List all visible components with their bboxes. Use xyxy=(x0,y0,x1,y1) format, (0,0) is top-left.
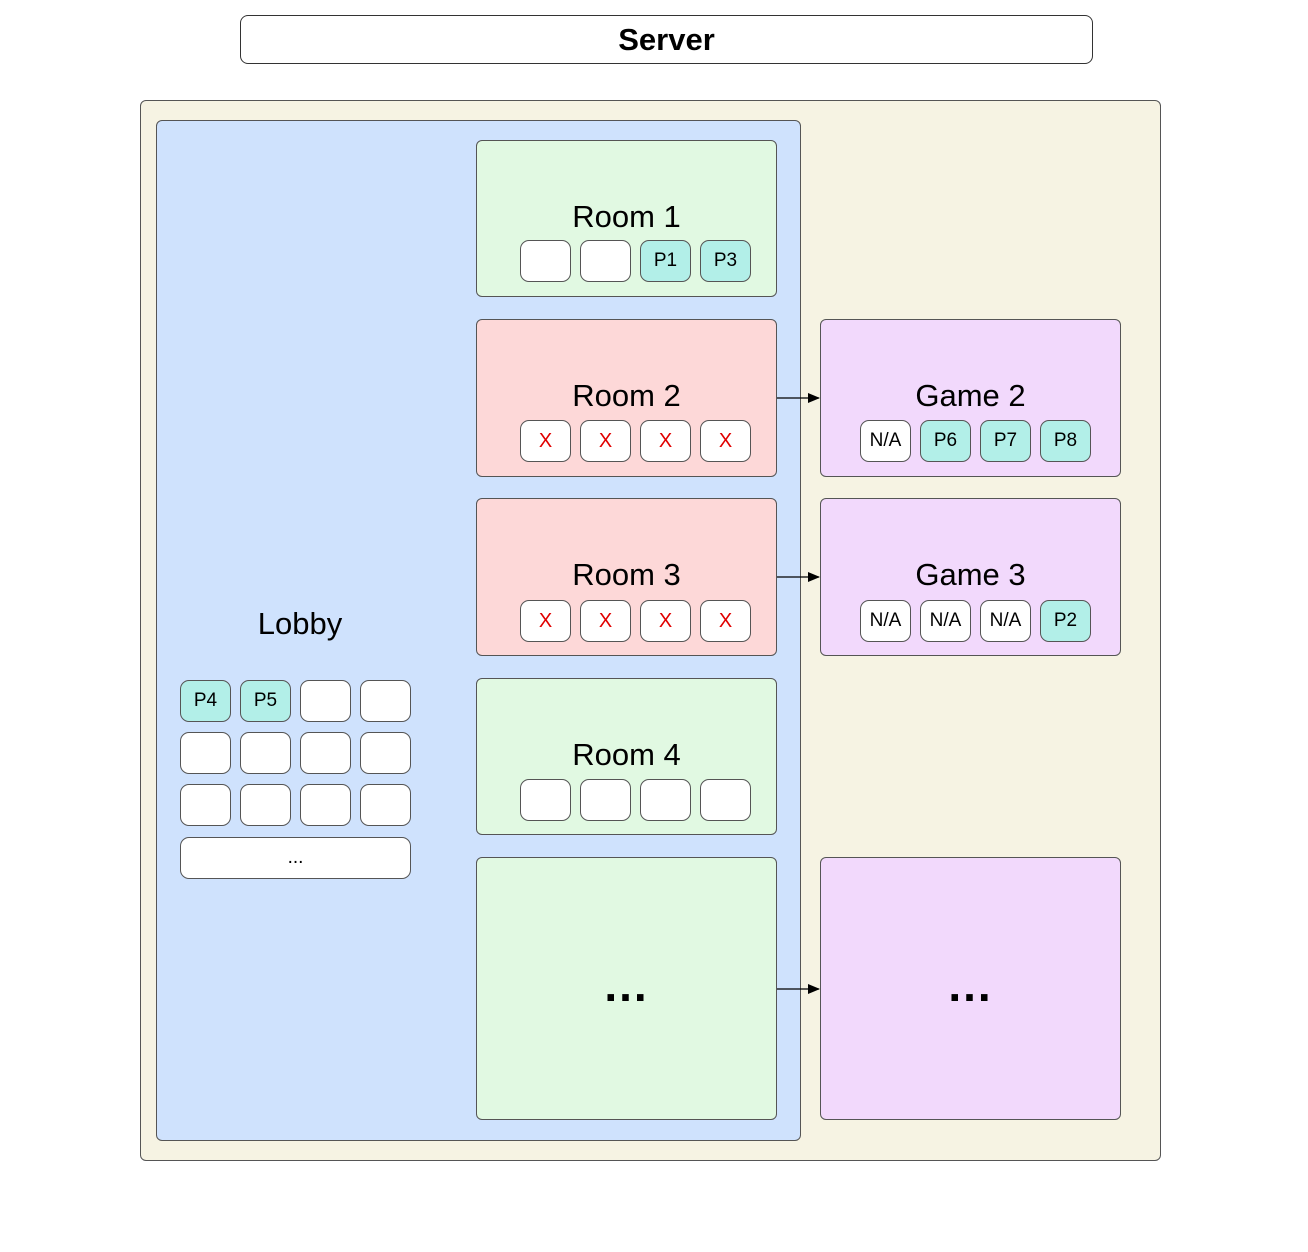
lobby-slot xyxy=(240,732,291,774)
room-slot: X xyxy=(580,600,631,642)
lobby-slot: P5 xyxy=(240,680,291,722)
room-slot xyxy=(520,779,571,821)
lobby-slot xyxy=(360,680,411,722)
lobby-slot xyxy=(300,784,351,826)
room-label: Room 3 xyxy=(572,557,681,592)
room-slot xyxy=(580,779,631,821)
lobby-slot xyxy=(360,784,411,826)
game-label: Game 2 xyxy=(915,378,1026,413)
room-more: ... xyxy=(476,857,777,1120)
room-label: Room 4 xyxy=(572,737,681,772)
lobby-slot xyxy=(180,784,231,826)
room-label: Room 1 xyxy=(572,199,681,234)
room-slot: P1 xyxy=(640,240,691,282)
lobby-slot xyxy=(360,732,411,774)
room-slot xyxy=(640,779,691,821)
room-slot: X xyxy=(640,420,691,462)
game-slot: P8 xyxy=(1040,420,1091,462)
game-slot: P6 xyxy=(920,420,971,462)
room-slot xyxy=(700,779,751,821)
lobby-slot xyxy=(300,732,351,774)
game-slot: N/A xyxy=(860,600,911,642)
room-label: Room 2 xyxy=(572,378,681,413)
game-more: ... xyxy=(820,857,1121,1120)
room-slot: X xyxy=(640,600,691,642)
lobby-more-slots: ... xyxy=(180,837,411,879)
game-slot: P7 xyxy=(980,420,1031,462)
game-slot: N/A xyxy=(860,420,911,462)
game-label: Game 3 xyxy=(915,557,1026,592)
room-slot: X xyxy=(520,600,571,642)
room-more-ellipsis: ... xyxy=(604,959,649,1011)
game-slot: N/A xyxy=(980,600,1031,642)
room-slot: X xyxy=(700,420,751,462)
room-slot xyxy=(580,240,631,282)
lobby-slot xyxy=(300,680,351,722)
lobby-slot: P4 xyxy=(180,680,231,722)
server-title: Server xyxy=(240,15,1093,64)
room-slot: X xyxy=(520,420,571,462)
room-slot: P3 xyxy=(700,240,751,282)
room-slot: X xyxy=(580,420,631,462)
game-slot: P2 xyxy=(1040,600,1091,642)
game-slot: N/A xyxy=(920,600,971,642)
lobby-slot xyxy=(180,732,231,774)
room-slot xyxy=(520,240,571,282)
game-more-ellipsis: ... xyxy=(948,959,993,1011)
lobby-slot xyxy=(240,784,291,826)
room-slot: X xyxy=(700,600,751,642)
lobby-label: Lobby xyxy=(257,606,343,641)
